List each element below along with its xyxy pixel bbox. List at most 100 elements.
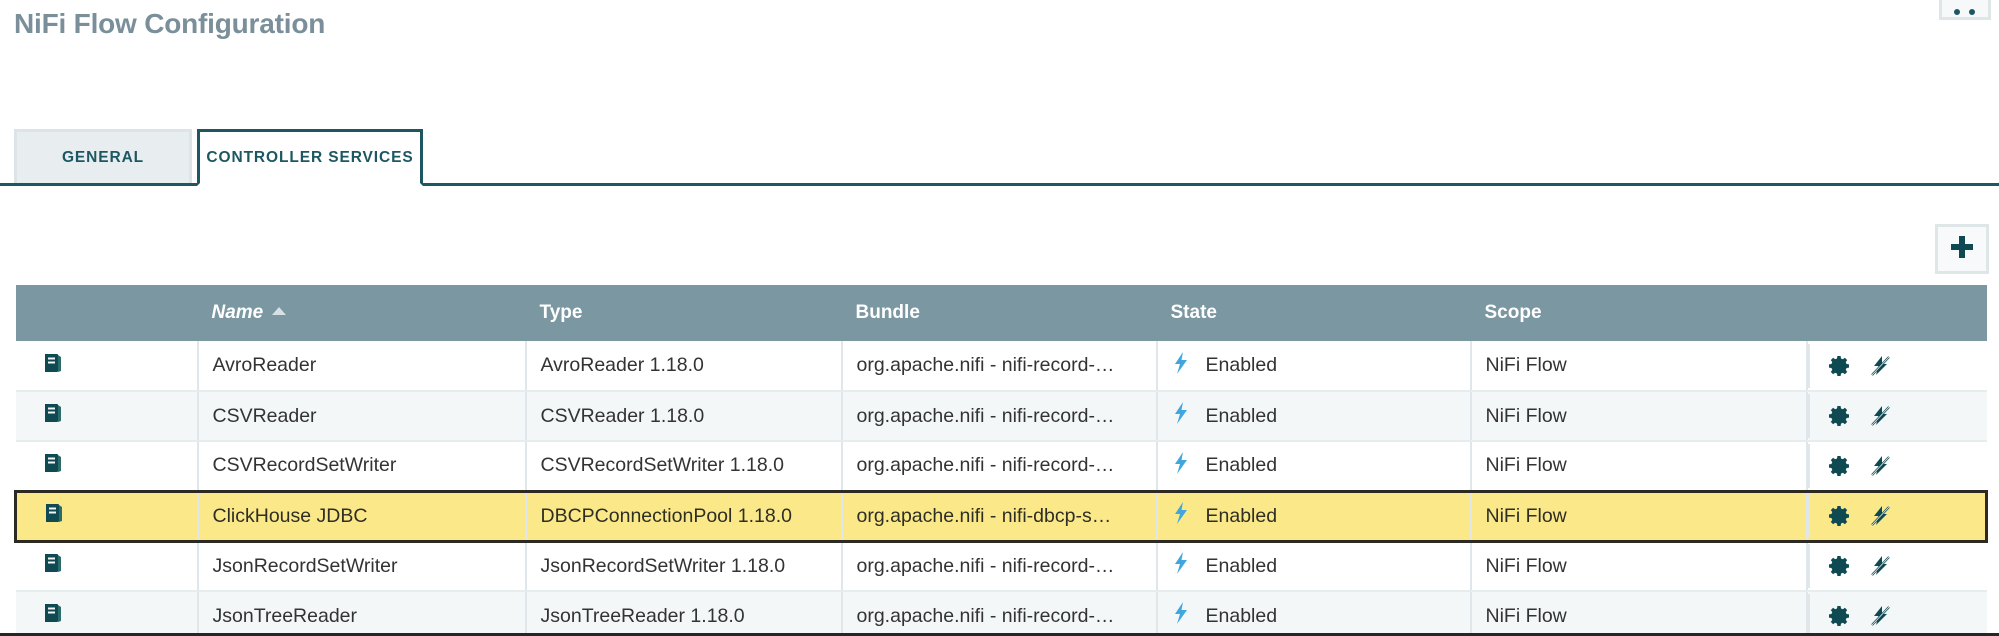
gear-icon-svg: [1828, 506, 1849, 526]
gear-icon-svg: [1828, 355, 1849, 376]
add-controller-service-button[interactable]: [1935, 224, 1989, 274]
tab-baseline: [0, 183, 1999, 186]
lightning-bolt-slash-icon-svg: [1870, 355, 1890, 376]
cell-bundle-text: org.apache.nifi - nifi-record-…: [856, 454, 1115, 477]
plus-icon: [1949, 234, 1975, 265]
cell-name-text: JsonRecordSetWriter: [212, 554, 398, 577]
bottom-divider: [0, 633, 1999, 636]
tab-general[interactable]: GENERAL: [14, 129, 192, 183]
tab-controller-services-label: CONTROLLER SERVICES: [206, 148, 414, 166]
cell-name-text: AvroReader: [212, 354, 317, 376]
table-row[interactable]: JsonRecordSetWriter JsonRecordSetWriter 1…: [15, 541, 1987, 592]
cell-state-text: Enabled: [1205, 454, 1278, 477]
cell-state-text: Enabled: [1205, 404, 1278, 427]
controller-services-table: Name Type Bundle State Scope AvroReader A…: [14, 285, 1988, 636]
lightning-bolt-icon: [1172, 451, 1190, 481]
disable-button[interactable]: [1868, 454, 1892, 478]
book-icon-svg: [44, 453, 61, 472]
row-type-icon-cell: [14, 489, 199, 543]
column-header-scope[interactable]: Scope: [1470, 285, 1807, 341]
row-type-icon-cell: [15, 541, 199, 592]
table-header-row: Name Type Bundle State Scope: [15, 285, 1987, 341]
cell-state: Enabled: [1156, 591, 1472, 636]
cell-bundle: org.apache.nifi - nifi-record-…: [841, 441, 1158, 492]
cell-type: AvroReader 1.18.0: [525, 341, 843, 392]
cell-scope: NiFi Flow: [1470, 341, 1808, 392]
configure-button[interactable]: [1828, 404, 1852, 428]
configure-button[interactable]: [1828, 354, 1852, 378]
cell-bundle-text: org.apache.nifi - nifi-record-…: [856, 404, 1115, 427]
table-row[interactable]: CSVReader CSVReader 1.18.0 org.apache.nifi…: [15, 391, 1987, 442]
gear-icon-svg: [1828, 455, 1849, 476]
cell-state-text: Enabled: [1205, 554, 1278, 577]
ellipsis-icon: [1950, 3, 1980, 15]
lightning-bolt-icon-svg: [1174, 402, 1187, 424]
lightning-bolt-icon-svg: [1174, 451, 1187, 474]
configure-button[interactable]: [1828, 554, 1852, 578]
lightning-bolt-icon: [1172, 551, 1190, 581]
lightning-bolt-icon: [1172, 401, 1190, 431]
column-header-name[interactable]: Name: [197, 285, 526, 341]
column-header-bundle[interactable]: Bundle: [841, 285, 1157, 341]
row-type-icon-cell: [15, 591, 199, 636]
cell-bundle-text: org.apache.nifi - nifi-record-…: [856, 604, 1115, 627]
cell-actions: [1806, 341, 1987, 392]
cell-name: ClickHouse JDBC: [197, 489, 527, 543]
cell-type-text: DBCPConnectionPool 1.18.0: [540, 504, 793, 527]
lightning-bolt-slash-icon-svg: [1870, 406, 1890, 426]
lightning-bolt-slash-icon-svg: [1870, 455, 1890, 476]
cell-scope: NiFi Flow: [1470, 541, 1808, 592]
cell-state: Enabled: [1156, 391, 1472, 442]
corner-overflow-button[interactable]: [1939, 0, 1991, 20]
cell-type-text: JsonRecordSetWriter 1.18.0: [540, 554, 786, 577]
lightning-bolt-icon-svg: [1174, 351, 1187, 374]
configure-button[interactable]: [1828, 504, 1852, 528]
book-icon: [42, 404, 64, 429]
sort-ascending-icon: [272, 307, 287, 315]
cell-type-text: AvroReader 1.18.0: [540, 354, 704, 376]
lightning-bolt-slash-icon-svg: [1870, 606, 1890, 626]
disable-button[interactable]: [1868, 404, 1892, 428]
cell-state-text: Enabled: [1205, 354, 1278, 376]
disable-button[interactable]: [1868, 604, 1892, 628]
column-header-type[interactable]: Type: [525, 285, 842, 341]
book-icon-svg: [46, 504, 62, 522]
column-header-state[interactable]: State: [1156, 285, 1471, 341]
cell-name: CSVReader: [197, 391, 527, 442]
disable-button[interactable]: [1868, 354, 1892, 378]
lightning-bolt-slash-icon-svg: [1870, 556, 1890, 577]
book-icon: [42, 353, 64, 379]
gear-icon-svg: [1828, 606, 1849, 626]
cell-state-text: Enabled: [1205, 504, 1278, 527]
disable-button[interactable]: [1868, 504, 1892, 528]
book-icon: [42, 554, 64, 579]
disable-button[interactable]: [1868, 554, 1892, 578]
controller-services-table-wrap: Name Type Bundle State Scope AvroReader A…: [14, 285, 1988, 636]
cell-scope: NiFi Flow: [1470, 489, 1808, 543]
cell-bundle-text: org.apache.nifi - nifi-record-…: [856, 354, 1115, 376]
cell-name: AvroReader: [197, 341, 527, 392]
cell-name-text: CSVRecordSetWriter: [212, 454, 397, 477]
cell-type-text: JsonTreeReader 1.18.0: [540, 604, 745, 627]
table-row[interactable]: ClickHouse JDBC DBCPConnectionPool 1.18.0…: [14, 489, 1988, 543]
lightning-bolt-icon-svg: [1174, 502, 1187, 524]
cell-type: JsonRecordSetWriter 1.18.0: [525, 541, 843, 592]
cell-actions: [1806, 591, 1987, 636]
book-icon: [42, 604, 64, 629]
table-row[interactable]: JsonTreeReader JsonTreeReader 1.18.0 org.a…: [15, 591, 1987, 636]
table-row[interactable]: CSVRecordSetWriter CSVRecordSetWriter 1.1…: [15, 441, 1987, 492]
lightning-bolt-icon-svg: [1174, 552, 1187, 575]
table-row[interactable]: AvroReader AvroReader 1.18.0 org.apache.ni…: [15, 341, 1987, 392]
table-body: AvroReader AvroReader 1.18.0 org.apache.ni…: [14, 341, 1988, 636]
lightning-bolt-icon: [1172, 601, 1190, 631]
row-type-icon-cell: [15, 391, 199, 442]
configure-button[interactable]: [1828, 454, 1852, 478]
column-header-actions: [1806, 285, 1987, 341]
tab-controller-services[interactable]: CONTROLLER SERVICES: [197, 129, 423, 186]
configure-button[interactable]: [1828, 604, 1852, 628]
cell-actions: [1806, 541, 1987, 592]
gear-icon-svg: [1828, 556, 1849, 577]
book-icon-svg: [44, 353, 61, 372]
cell-type: DBCPConnectionPool 1.18.0: [525, 489, 843, 543]
cell-state: Enabled: [1156, 541, 1472, 592]
